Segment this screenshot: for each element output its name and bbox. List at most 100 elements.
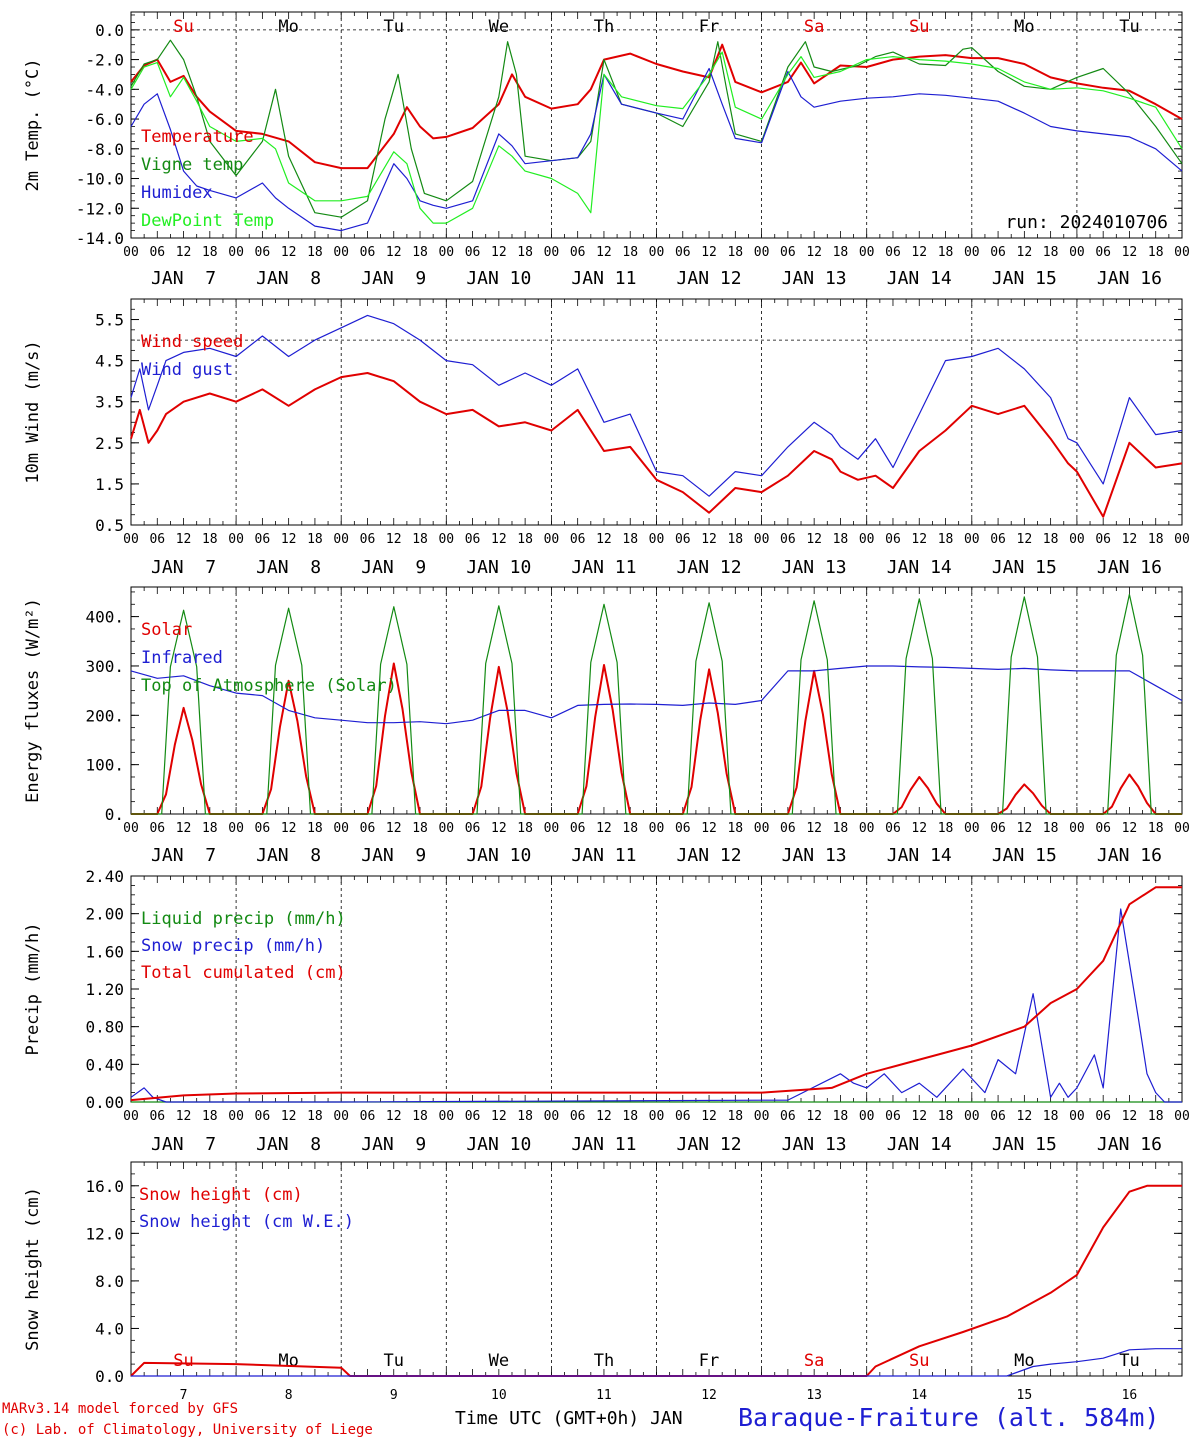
date-label: JAN 7 xyxy=(151,268,216,289)
hour-tick-label: 06 xyxy=(149,821,165,836)
y-tick-label: 200. xyxy=(85,706,124,725)
hour-tick-label: 18 xyxy=(727,245,743,260)
date-label: JAN 11 xyxy=(571,845,636,866)
hour-tick-label: 18 xyxy=(1043,821,1059,836)
hour-tick-label: 12 xyxy=(176,1109,192,1124)
hour-tick-label: 06 xyxy=(570,821,586,836)
series-line-vigne-temp xyxy=(130,39,1183,218)
panel-wind: 00 06 12 18 00 06 12 18 00 06 12 18 00 06 12 18 00 06 12 18… xyxy=(23,298,1190,578)
y-tick-label: 0.0 xyxy=(95,1367,124,1386)
series-line-total-cumulated-cm- xyxy=(130,886,1182,1102)
hour-tick-label: 00 xyxy=(754,245,770,260)
day-number-label: 15 xyxy=(1017,1388,1033,1403)
hour-tick-label: 12 xyxy=(176,245,192,260)
weekday-label: Fr xyxy=(699,1351,719,1371)
hour-tick-label: 18 xyxy=(938,1109,954,1124)
hour-tick-label: 12 xyxy=(596,532,612,547)
hour-tick-label: 18 xyxy=(938,245,954,260)
date-label: JAN 12 xyxy=(677,845,742,866)
hour-tick-label: 18 xyxy=(202,532,218,547)
hour-tick-label: 18 xyxy=(412,1109,428,1124)
hour-tick-label: 18 xyxy=(833,1109,849,1124)
date-label: JAN 7 xyxy=(151,845,216,866)
hour-tick-label: 06 xyxy=(885,1109,901,1124)
hour-tick-label: 00 xyxy=(649,245,665,260)
hour-tick-label: 18 xyxy=(412,245,428,260)
hour-tick-label: 06 xyxy=(780,532,796,547)
date-label: JAN 11 xyxy=(571,268,636,289)
y-tick-label: -10.0 xyxy=(76,170,124,189)
hour-tick-label: 18 xyxy=(622,1109,638,1124)
hour-tick-label: 12 xyxy=(911,532,927,547)
hour-tick-label: 18 xyxy=(622,245,638,260)
hour-tick-label: 18 xyxy=(517,245,533,260)
hour-tick-label: 12 xyxy=(806,245,822,260)
hour-tick-label: 12 xyxy=(1017,1109,1033,1124)
hour-tick-label: 12 xyxy=(806,1109,822,1124)
date-label: JAN 14 xyxy=(887,845,952,866)
hour-tick-label: 06 xyxy=(1095,1109,1111,1124)
hour-tick-label: 06 xyxy=(465,532,481,547)
date-label: JAN 13 xyxy=(782,845,847,866)
hour-tick-label: 00 xyxy=(438,1109,454,1124)
hour-tick-label: 18 xyxy=(833,821,849,836)
hour-tick-label: 18 xyxy=(307,532,323,547)
hour-tick-label: 06 xyxy=(255,821,271,836)
hour-tick-label: 18 xyxy=(412,821,428,836)
hour-tick-label: 00 xyxy=(754,821,770,836)
hour-tick-label: 12 xyxy=(1122,245,1138,260)
legend-entry: Liquid precip (mm/h) xyxy=(141,909,346,929)
y-tick-label: 16.0 xyxy=(85,1177,124,1196)
legend-entry: Humidex xyxy=(141,183,213,203)
x-axis-title: Time UTC (GMT+0h) JAN xyxy=(455,1408,683,1429)
y-tick-label: 8.0 xyxy=(95,1272,124,1291)
hour-tick-label: 18 xyxy=(938,532,954,547)
hour-tick-label: 00 xyxy=(228,532,244,547)
day-number-label: 11 xyxy=(596,1388,612,1403)
hour-tick-label: 12 xyxy=(701,821,717,836)
date-label: JAN 8 xyxy=(256,1134,321,1155)
y-tick-label: -8.0 xyxy=(85,140,124,159)
hour-tick-label: 18 xyxy=(412,532,428,547)
date-label: JAN 11 xyxy=(571,1134,636,1155)
hour-tick-label: 00 xyxy=(228,1109,244,1124)
hour-tick-label: 18 xyxy=(1043,1109,1059,1124)
y-axis-label: 2m Temp. (°C) xyxy=(23,58,43,191)
y-tick-label: -6.0 xyxy=(85,110,124,129)
date-label: JAN 8 xyxy=(256,268,321,289)
hour-tick-label: 06 xyxy=(1095,245,1111,260)
hour-tick-label: 12 xyxy=(1122,821,1138,836)
hour-tick-label: 18 xyxy=(727,1109,743,1124)
hour-tick-label: 12 xyxy=(491,532,507,547)
hour-tick-label: 18 xyxy=(727,821,743,836)
y-axis-label: Precip (mm/h) xyxy=(23,922,43,1055)
weekday-label: Sa xyxy=(804,1351,824,1371)
hour-tick-label: 06 xyxy=(675,1109,691,1124)
weekday-label: Tu xyxy=(1119,17,1139,37)
y-tick-label: 12.0 xyxy=(85,1224,124,1243)
hour-tick-label: 18 xyxy=(517,532,533,547)
y-axis-label: Energy fluxes (W/m²) xyxy=(23,598,43,803)
date-label: JAN 15 xyxy=(992,268,1057,289)
hour-tick-label: 00 xyxy=(438,532,454,547)
weekday-label: We xyxy=(489,17,509,37)
day-number-label: 8 xyxy=(285,1388,293,1403)
day-number-label: 16 xyxy=(1122,1388,1138,1403)
series-line-wind-speed xyxy=(130,372,1183,518)
station-name: Baraque-Fraiture (alt. 584m) xyxy=(738,1403,1159,1432)
hour-tick-label: 18 xyxy=(307,245,323,260)
y-tick-label: 100. xyxy=(85,756,124,775)
hour-tick-label: 06 xyxy=(149,532,165,547)
hour-tick-label: 00 xyxy=(964,821,980,836)
series-line-humidex xyxy=(130,67,1183,232)
hour-tick-label: 00 xyxy=(1069,821,1085,836)
date-label: JAN 12 xyxy=(677,557,742,578)
legend-entry: Wind gust xyxy=(141,360,233,380)
date-label: JAN 15 xyxy=(992,845,1057,866)
weekday-label: Tu xyxy=(384,1351,404,1371)
series-line-temperature xyxy=(130,43,1183,170)
hour-tick-label: 00 xyxy=(333,245,349,260)
day-number-label: 10 xyxy=(491,1388,507,1403)
hour-tick-label: 06 xyxy=(675,821,691,836)
date-label: JAN 7 xyxy=(151,557,216,578)
